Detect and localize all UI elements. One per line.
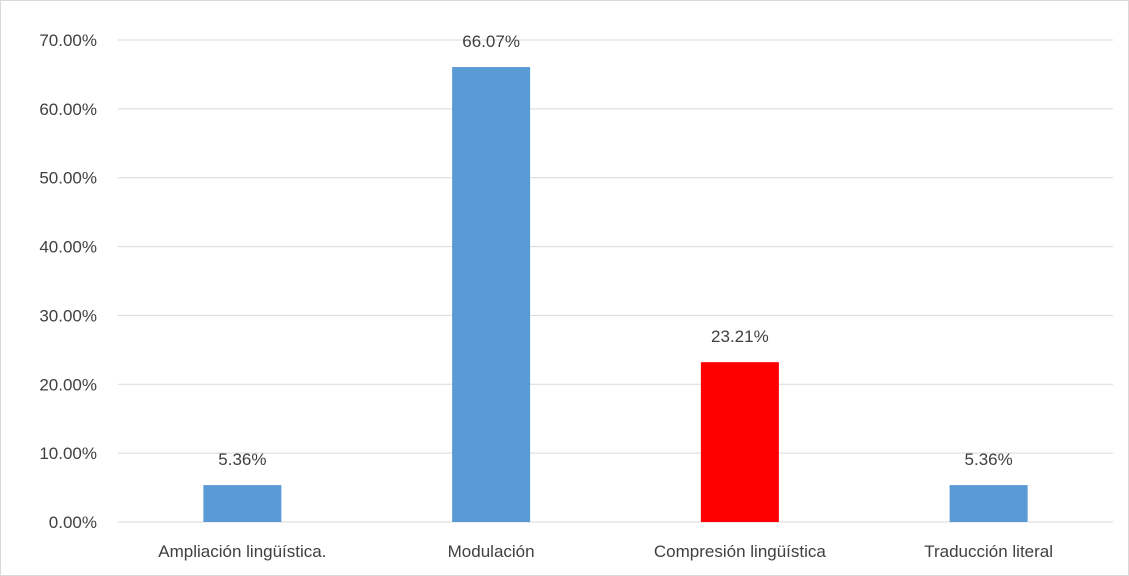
y-tick-label: 30.00% bbox=[39, 306, 97, 325]
gridlines bbox=[118, 39, 1113, 523]
bar bbox=[949, 485, 1028, 522]
y-tick-label: 70.00% bbox=[39, 31, 97, 50]
x-tick-label: Traducción literal bbox=[924, 542, 1053, 561]
x-tick-label: Compresión lingüística bbox=[654, 542, 827, 561]
y-tick-label: 60.00% bbox=[39, 100, 97, 119]
bar bbox=[700, 362, 779, 522]
y-tick-label: 50.00% bbox=[39, 169, 97, 188]
y-tick-label: 20.00% bbox=[39, 375, 97, 394]
bar bbox=[452, 67, 531, 523]
data-label: 23.21% bbox=[711, 327, 769, 346]
y-tick-label: 10.00% bbox=[39, 444, 97, 463]
x-axis-ticks: Ampliación lingüística. Modulación Compres… bbox=[158, 542, 1053, 561]
bars bbox=[203, 67, 1028, 523]
x-tick-label: Modulación bbox=[448, 542, 535, 561]
y-axis-ticks: 0.00% 10.00% 20.00% 30.00% 40.00% 50.00% 60.00… bbox=[39, 31, 97, 532]
x-tick-label: Ampliación lingüística. bbox=[158, 542, 326, 561]
data-label: 66.07% bbox=[462, 32, 520, 51]
y-tick-label: 40.00% bbox=[39, 238, 97, 257]
data-label: 5.36% bbox=[218, 450, 266, 469]
data-labels: 5.36% 66.07% 23.21% 5.36% bbox=[218, 32, 1012, 469]
data-label: 5.36% bbox=[965, 450, 1013, 469]
bar bbox=[203, 485, 282, 522]
y-tick-label: 0.00% bbox=[49, 513, 97, 532]
